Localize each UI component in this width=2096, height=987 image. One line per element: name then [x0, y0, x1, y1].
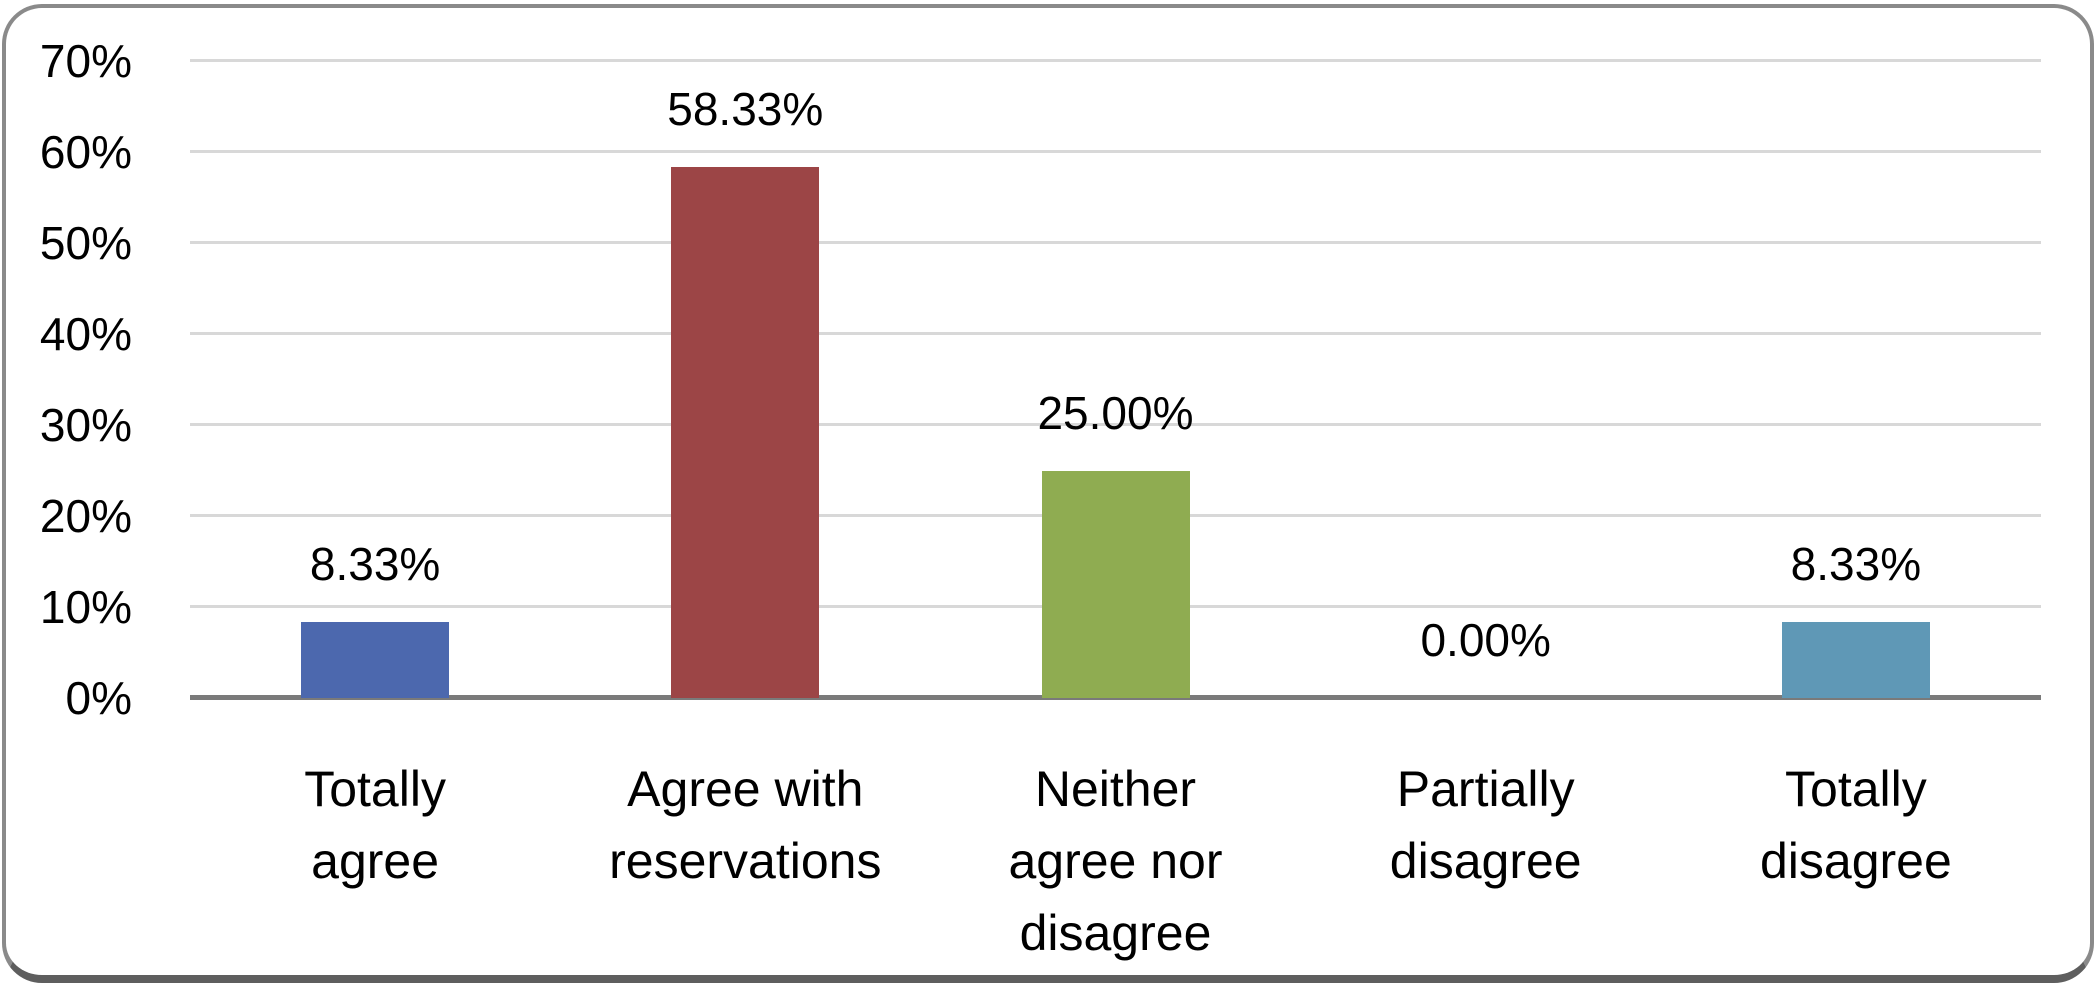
gridline — [190, 150, 2041, 153]
bar-value-label: 8.33% — [1790, 538, 1922, 591]
bar-value-label: 8.33% — [309, 538, 441, 591]
y-axis-tick-label: 0% — [65, 672, 132, 724]
gridline — [190, 241, 2041, 244]
bar — [301, 622, 450, 698]
y-axis-tick-label: 60% — [39, 126, 132, 178]
gridline — [190, 332, 2041, 335]
x-axis-category-label: Neither agree nor disagree — [1008, 761, 1223, 961]
bar-value-label: 25.00% — [1037, 386, 1194, 439]
bar-value-label: 0.00% — [1420, 614, 1551, 666]
plot-area: 8.33% 58.33% 25.00% 0.00% 8.33% — [190, 59, 2041, 700]
y-axis-tick-label: 20% — [39, 490, 132, 542]
y-axis-tick-label: 40% — [39, 308, 132, 360]
y-axis-tick-label: 10% — [39, 581, 132, 633]
gridline — [190, 423, 2041, 426]
bar-value-label: 58.33% — [667, 83, 824, 136]
y-axis: 0% 10% 20% 30% 40% 50% 60% 70% — [0, 35, 132, 724]
x-axis-category-label: Totally disagree — [1759, 761, 1952, 889]
x-axis-category-label: Agree with reservations — [609, 761, 882, 889]
bar — [1041, 470, 1190, 698]
y-axis-tick-label: 30% — [39, 399, 132, 451]
bar — [671, 167, 820, 698]
bar — [1781, 622, 1930, 698]
x-axis-category-label: Totally agree — [304, 761, 446, 889]
x-axis-category-label: Partially disagree — [1389, 761, 1582, 889]
y-axis-tick-label: 70% — [39, 35, 132, 87]
x-axis: Totally agree Agree with reservations Neit… — [190, 753, 2041, 983]
y-axis-tick-label: 50% — [39, 217, 132, 269]
gridline — [190, 59, 2041, 62]
